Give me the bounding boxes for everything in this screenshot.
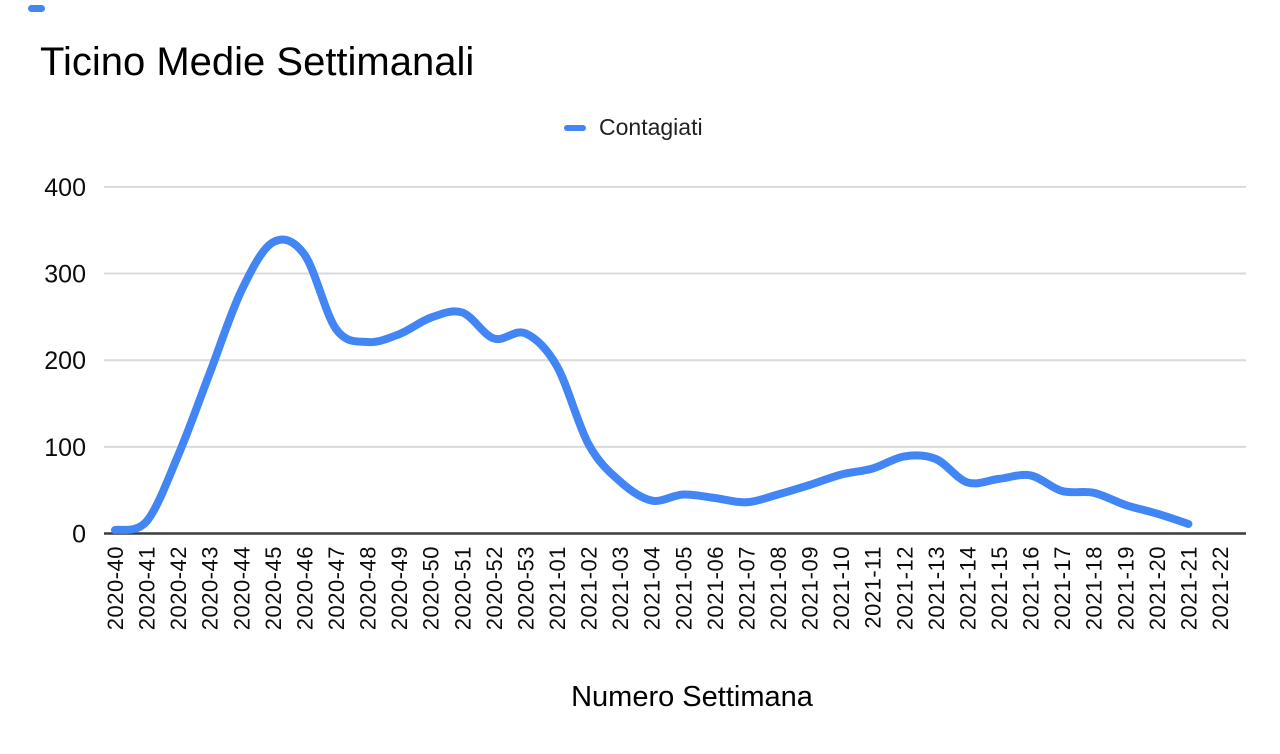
x-tick-label: 2021-21	[1176, 546, 1201, 630]
y-tick-label: 400	[44, 174, 86, 202]
x-tick-label: 2020-49	[387, 546, 412, 630]
x-tick-label: 2021-04	[640, 546, 665, 630]
x-tick-label: 2021-01	[545, 546, 570, 630]
series-line-contagiati	[111, 235, 1193, 534]
x-tick-label: 2020-40	[103, 546, 128, 630]
x-tick-label: 2021-16	[1019, 546, 1044, 630]
x-tick-label: 2021-18	[1082, 546, 1107, 630]
x-tick-label: 2021-09	[798, 546, 823, 630]
x-tick-label: 2020-42	[166, 546, 191, 630]
x-axis-title: Numero Settimana	[571, 681, 813, 713]
x-tick-label: 2020-43	[198, 546, 223, 630]
legend-line-swatch-icon	[564, 124, 586, 131]
legend: Contagiati	[564, 114, 703, 141]
x-tick-label: 2020-41	[135, 546, 160, 630]
x-tick-label: 2020-51	[450, 546, 475, 630]
x-tick-label: 2021-03	[608, 546, 633, 630]
y-tick-label: 0	[72, 521, 86, 549]
x-tick-label: 2021-12	[892, 546, 917, 630]
y-tick-label: 200	[44, 347, 86, 375]
x-tick-label: 2020-53	[513, 546, 538, 630]
x-tick-label: 2021-14	[955, 546, 980, 630]
x-tick-label: 2020-52	[482, 546, 507, 630]
x-tick-label: 2021-15	[987, 546, 1012, 630]
x-tick-label: 2021-22	[1208, 546, 1233, 630]
x-tick-label: 2020-44	[229, 546, 254, 630]
x-tick-label: 2021-10	[829, 546, 854, 630]
x-tick-label: 2021-13	[924, 546, 949, 630]
y-tick-label: 100	[44, 434, 86, 462]
x-tick-label: 2021-11	[861, 546, 886, 629]
chart-title: Ticino Medie Settimanali	[40, 40, 475, 84]
legend-label: Contagiati	[599, 114, 703, 140]
x-tick-label: 2021-08	[766, 546, 791, 630]
y-tick-label: 300	[44, 261, 86, 289]
x-tick-label: 2020-45	[261, 546, 286, 630]
x-tick-label: 2020-50	[419, 546, 444, 630]
x-tick-label: 2021-17	[1050, 546, 1075, 630]
x-tick-label: 2021-07	[734, 546, 759, 630]
x-tick-label: 2021-06	[703, 546, 728, 630]
x-tick-label: 2020-46	[292, 546, 317, 630]
x-tick-label: 2021-02	[577, 546, 602, 630]
x-tick-label: 2021-05	[671, 546, 696, 630]
x-tick-label: 2020-48	[356, 546, 381, 630]
corner-blue-dash-icon	[28, 5, 45, 12]
x-tick-label: 2021-20	[1145, 546, 1170, 630]
x-tick-label: 2020-47	[324, 546, 349, 630]
x-tick-label: 2021-19	[1113, 546, 1138, 630]
